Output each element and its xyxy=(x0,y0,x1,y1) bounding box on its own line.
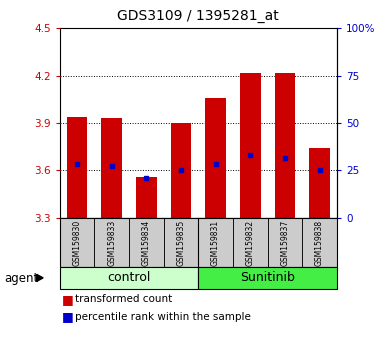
Bar xyxy=(67,117,87,218)
Text: GSM159832: GSM159832 xyxy=(246,219,255,266)
Text: GSM159831: GSM159831 xyxy=(211,219,220,266)
Bar xyxy=(60,218,94,267)
Bar xyxy=(240,73,261,218)
Text: GSM159830: GSM159830 xyxy=(72,219,82,266)
Bar xyxy=(268,218,302,267)
Text: transformed count: transformed count xyxy=(75,294,172,304)
Text: ■: ■ xyxy=(62,310,73,323)
Bar xyxy=(60,267,198,289)
Text: Sunitinib: Sunitinib xyxy=(240,272,295,284)
Text: GSM159837: GSM159837 xyxy=(280,219,290,266)
Bar xyxy=(94,218,129,267)
Bar xyxy=(101,118,122,218)
Text: GSM159838: GSM159838 xyxy=(315,219,324,266)
Text: control: control xyxy=(107,272,151,284)
Bar xyxy=(275,73,295,218)
Text: ■: ■ xyxy=(62,293,73,306)
Bar xyxy=(233,218,268,267)
Bar xyxy=(205,98,226,218)
Text: GSM159833: GSM159833 xyxy=(107,219,116,266)
Bar xyxy=(198,267,337,289)
Bar xyxy=(309,148,330,218)
Text: GDS3109 / 1395281_at: GDS3109 / 1395281_at xyxy=(117,9,279,23)
Polygon shape xyxy=(37,274,43,281)
Bar xyxy=(198,218,233,267)
Text: agent: agent xyxy=(4,272,38,285)
Bar xyxy=(171,123,191,218)
Bar xyxy=(136,177,157,218)
Text: GSM159835: GSM159835 xyxy=(176,219,186,266)
Bar xyxy=(129,218,164,267)
Bar xyxy=(302,218,337,267)
Text: GSM159834: GSM159834 xyxy=(142,219,151,266)
Bar xyxy=(164,218,198,267)
Text: percentile rank within the sample: percentile rank within the sample xyxy=(75,312,251,322)
